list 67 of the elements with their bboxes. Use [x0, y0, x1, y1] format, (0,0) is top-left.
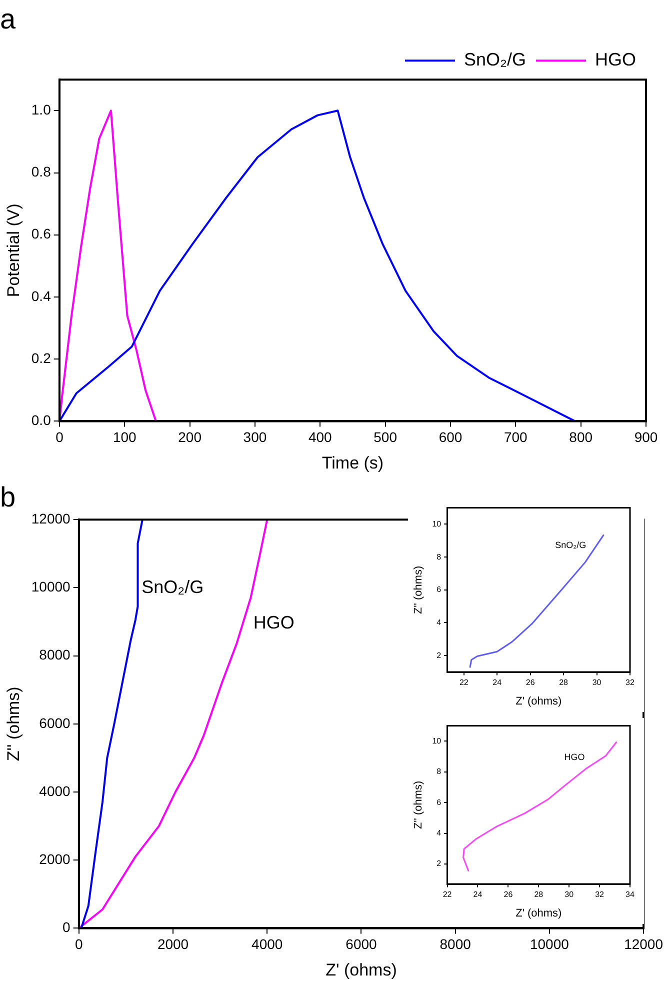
x-tick-label: 300: [243, 429, 267, 446]
y-tick-label: 0.4: [31, 288, 52, 304]
x-tick-label: 24: [473, 890, 483, 900]
x-tick-label: 6000: [346, 936, 378, 952]
y-tick-label: 10000: [31, 578, 71, 595]
y-tick-label: 0.2: [31, 350, 52, 366]
annotation: HGO: [564, 752, 585, 762]
x-axis-title: Time (s): [322, 453, 384, 472]
y-tick-label: 0: [62, 919, 71, 936]
y-axis-title: Z'' (ohms): [412, 780, 425, 829]
y-tick-label: 1.0: [31, 102, 52, 118]
y-tick-label: 4: [436, 828, 442, 838]
x-tick-label: 500: [374, 429, 398, 446]
y-tick-label: 10: [432, 519, 442, 528]
x-tick-label: 22: [442, 890, 452, 900]
x-tick-label: 100: [112, 429, 137, 446]
y-tick-label: 4000: [39, 782, 71, 799]
y-tick-label: 8: [436, 767, 442, 776]
x-tick-label: 800: [569, 429, 593, 446]
x-tick-label: 28: [534, 890, 544, 900]
chart-title: b: [0, 482, 16, 513]
y-tick-label: 8000: [39, 646, 71, 663]
x-tick-label: 600: [438, 429, 462, 446]
y-tick-label: 2000: [39, 850, 71, 867]
legend-label: HGO: [595, 50, 636, 70]
chart-title: a: [0, 4, 16, 35]
annotation: SnO₂/G: [555, 540, 586, 550]
y-tick-label: 4: [436, 618, 442, 627]
x-tick-label: 0: [75, 936, 84, 952]
y-tick-label: 0.6: [31, 226, 52, 242]
y-axis-title: Z'' (ohms): [412, 566, 425, 614]
x-tick-label: 4000: [252, 936, 283, 952]
x-tick-label: 32: [626, 678, 635, 688]
x-tick-label: 2000: [157, 936, 189, 952]
x-tick-label: 10000: [530, 936, 570, 952]
x-tick-label: 22: [459, 678, 469, 688]
y-tick-label: 0.0: [31, 412, 52, 428]
x-tick-label: 26: [526, 678, 536, 688]
y-tick-label: 0.8: [31, 164, 52, 180]
y-tick-label: 6: [436, 585, 442, 594]
y-tick-label: 6000: [39, 714, 71, 731]
y-axis-title: Z'' (ohms): [4, 686, 23, 762]
x-tick-label: 28: [559, 678, 569, 688]
y-tick-label: 12000: [31, 510, 71, 526]
legend-label: SnO₂/G: [464, 50, 526, 70]
x-axis-title: Z' (ohms): [516, 907, 562, 920]
x-tick-label: 30: [592, 678, 602, 688]
annotation: SnO₂/G: [142, 577, 204, 598]
y-axis-title: Potential (V): [4, 204, 23, 298]
y-tick-label: 10: [432, 736, 442, 746]
x-axis-title: Z' (ohms): [516, 695, 562, 708]
y-tick-label: 8: [436, 552, 442, 562]
x-tick-label: 200: [178, 429, 202, 446]
x-tick-label: 30: [564, 890, 574, 900]
x-tick-label: 34: [626, 890, 635, 900]
x-tick-label: 24: [492, 678, 502, 688]
y-tick-label: 2: [436, 859, 442, 868]
x-tick-label: 32: [595, 890, 605, 900]
x-axis-title: Z' (ohms): [326, 960, 397, 980]
y-tick-label: 2: [436, 650, 442, 660]
y-tick-label: 6: [436, 798, 442, 807]
x-tick-label: 900: [634, 429, 658, 446]
annotation: HGO: [253, 612, 294, 632]
x-tick-label: 400: [308, 429, 332, 446]
x-tick-label: 700: [504, 429, 528, 446]
x-tick-label: 26: [504, 890, 514, 900]
x-tick-label: 12000: [624, 936, 664, 952]
